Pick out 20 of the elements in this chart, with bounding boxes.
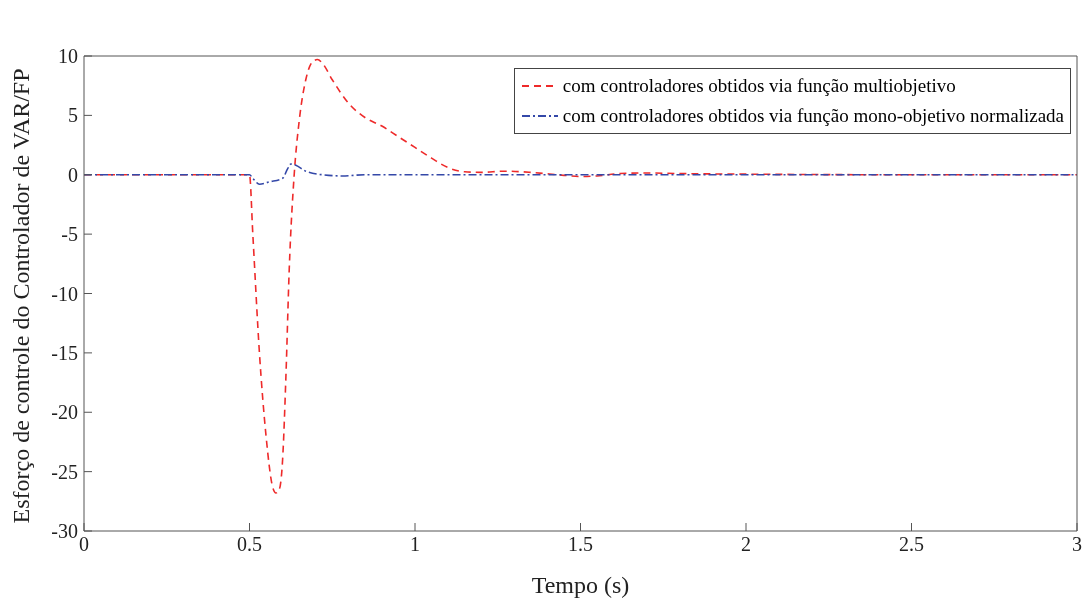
y-tick-label: -15 — [51, 341, 78, 364]
y-tick-label: -10 — [51, 282, 78, 305]
x-tick-label: 2 — [741, 533, 751, 556]
y-tick-label: -20 — [51, 401, 78, 424]
x-axis-title: Tempo (s) — [531, 572, 630, 598]
y-tick-label: -5 — [61, 223, 78, 246]
legend-label: com controladores obtidos via função mono-objetivo normalizada — [562, 104, 1064, 128]
y-axis-title: Esforço de controle do Controlador de VAR/FP — [7, 68, 34, 524]
y-tick-label: -30 — [51, 520, 78, 543]
x-tick-label: 1 — [410, 533, 420, 556]
y-tick-label: 5 — [68, 104, 78, 127]
x-tick-label: 0.5 — [237, 533, 262, 556]
legend-label: com controladores obtidos via função multiobjetivo — [562, 74, 956, 98]
y-tick-label: 0 — [68, 163, 78, 186]
x-tick-label: 1.5 — [568, 533, 593, 556]
y-tick-label: -25 — [51, 460, 78, 483]
y-tick-label: 10 — [58, 45, 78, 68]
x-tick-label: 2.5 — [899, 533, 924, 556]
x-tick-label: 3 — [1072, 533, 1082, 556]
line-series — [84, 163, 1077, 186]
